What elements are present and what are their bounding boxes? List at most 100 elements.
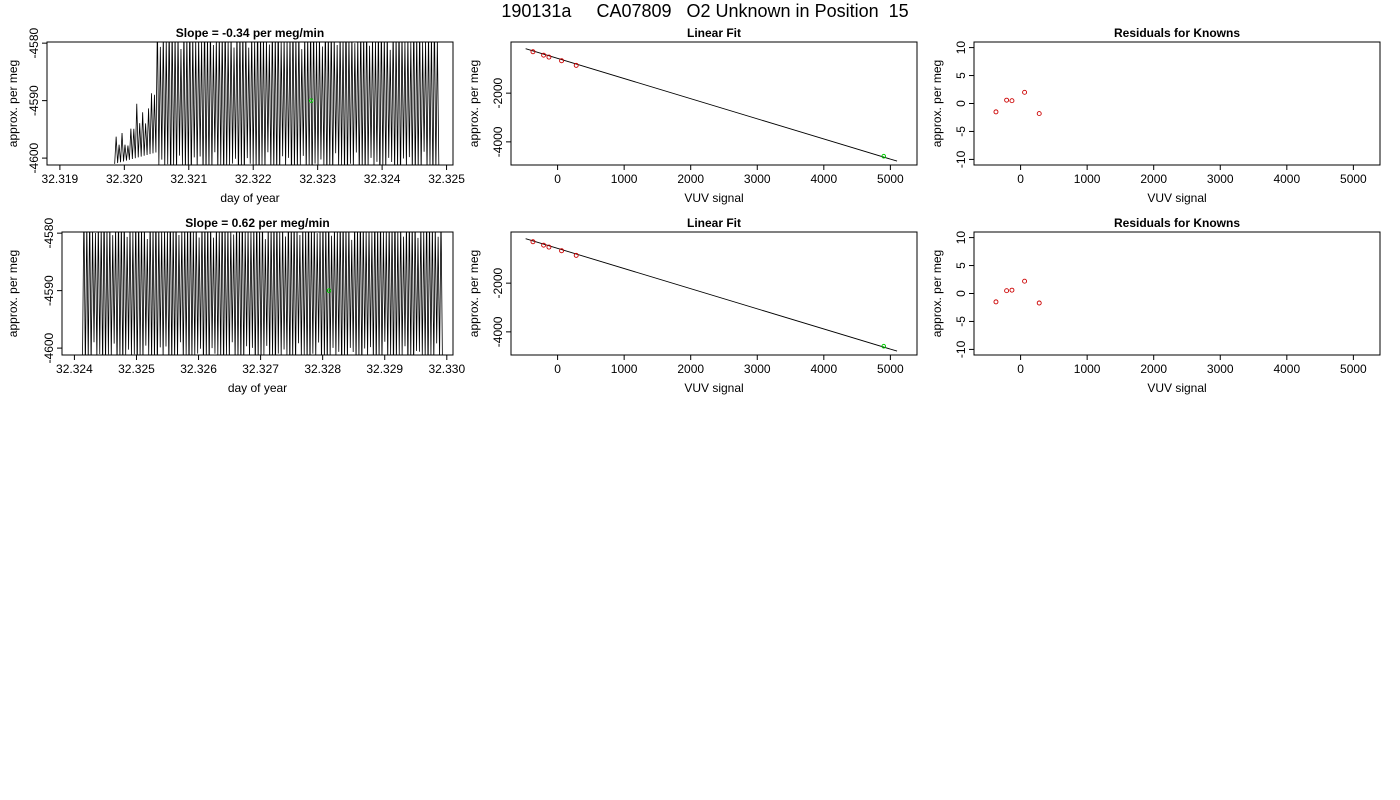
panel-resid-top: Residuals for Knowns 0 1000 2000 3000 4000 500…	[930, 26, 1381, 205]
x-tick-label: 4000	[810, 172, 837, 186]
y-tick-label: -4000	[491, 316, 505, 347]
y-tick-label: -4580	[27, 27, 41, 58]
known-point	[530, 49, 536, 55]
y-tick-label: -5	[954, 316, 968, 327]
known-point	[546, 54, 552, 60]
y-axis-label: approx. per meg	[467, 60, 481, 147]
x-tick-label: 32.324	[56, 362, 93, 376]
x-tick-label: 3000	[744, 172, 771, 186]
y-tick-label: -5	[954, 126, 968, 137]
y-tick-label: -10	[954, 150, 968, 168]
known-point	[1022, 89, 1028, 95]
x-tick-label: 4000	[810, 362, 837, 376]
plot-frame	[46, 41, 454, 166]
known-point	[1022, 278, 1028, 284]
known-point	[1036, 300, 1042, 306]
plot-data	[82, 232, 443, 355]
y-tick-label: -4600	[42, 332, 56, 363]
plot-data	[993, 278, 1042, 306]
panel-title: Slope = -0.34 per meg/min	[176, 26, 324, 40]
x-tick-label: 1000	[1074, 172, 1101, 186]
panel-drift-bottom: Slope = 0.62 per meg/min 32.324 32.325 32.3…	[6, 216, 465, 395]
x-tick-label: 32.323	[299, 172, 336, 186]
y-tick-label: -4000	[491, 126, 505, 157]
x-tick-label: 1000	[611, 172, 638, 186]
known-point	[573, 252, 579, 258]
x-tick-label: 32.326	[180, 362, 217, 376]
x-tick-label: 5000	[877, 362, 904, 376]
y-tick-label: -4580	[42, 217, 56, 248]
plot-frame	[510, 41, 918, 166]
panel-title: Residuals for Knowns	[1114, 26, 1240, 40]
series-line	[82, 232, 443, 355]
panel-fit-bottom: Linear Fit 0 1000 2000 3000 4000 5000 VUV signa…	[467, 216, 918, 395]
y-tick-label: -4590	[27, 85, 41, 116]
y-tick-label: 5	[954, 262, 968, 269]
x-tick-label: 3000	[1207, 362, 1234, 376]
panel-title: Residuals for Knowns	[1114, 216, 1240, 230]
x-axis-label: VUV signal	[684, 381, 743, 395]
plot-data	[525, 238, 898, 352]
known-point	[1004, 97, 1010, 103]
x-tick-label: 2000	[1140, 362, 1167, 376]
x-tick-label: 0	[1017, 362, 1024, 376]
y-axis-label: approx. per meg	[6, 60, 20, 147]
x-tick-label: 0	[554, 362, 561, 376]
known-point	[1036, 111, 1042, 117]
panel-title: Linear Fit	[687, 216, 741, 230]
x-axis-label: VUV signal	[684, 191, 743, 205]
known-point	[573, 62, 579, 68]
x-tick-label: 32.325	[428, 172, 465, 186]
series-line	[114, 42, 440, 165]
known-point	[530, 239, 536, 245]
x-axis-label: day of year	[228, 381, 287, 395]
x-tick-label: 5000	[1340, 172, 1367, 186]
x-tick-label: 32.327	[242, 362, 279, 376]
known-point	[1009, 98, 1015, 104]
x-tick-label: 5000	[877, 172, 904, 186]
fit-line	[525, 238, 898, 352]
y-tick-label: -4600	[27, 142, 41, 173]
x-axis-label: VUV signal	[1147, 191, 1206, 205]
y-tick-label: -2000	[491, 77, 505, 108]
known-point	[546, 244, 552, 250]
unknown-point	[881, 153, 887, 159]
panel-title: Slope = 0.62 per meg/min	[185, 216, 329, 230]
unknown-point	[308, 98, 314, 103]
x-tick-label: 0	[1017, 172, 1024, 186]
plot-data	[525, 48, 898, 162]
plot-frame	[61, 231, 454, 356]
x-tick-label: 32.322	[235, 172, 272, 186]
y-tick-label: 10	[954, 41, 968, 55]
y-tick-label: 10	[954, 231, 968, 245]
y-tick-label: 0	[954, 290, 968, 297]
x-tick-label: 5000	[1340, 362, 1367, 376]
x-tick-label: 32.319	[42, 172, 79, 186]
y-tick-label: -4590	[42, 275, 56, 306]
known-point	[993, 299, 999, 305]
known-point	[559, 58, 565, 64]
known-point	[541, 52, 547, 58]
y-tick-label: -2000	[491, 267, 505, 298]
x-tick-label: 32.324	[364, 172, 401, 186]
x-tick-label: 32.329	[366, 362, 403, 376]
x-tick-label: 32.321	[170, 172, 207, 186]
panel-drift-top: Slope = -0.34 per meg/min 32.319 32.320 32.…	[6, 26, 465, 205]
fit-line	[525, 48, 898, 162]
y-tick-label: 5	[954, 72, 968, 79]
page-title: 190131a CA07809 O2 Unknown in Position 1…	[501, 1, 909, 21]
unknown-point	[326, 288, 332, 293]
unknown-point	[881, 343, 887, 349]
y-axis-label: approx. per meg	[930, 250, 944, 337]
x-tick-label: 0	[554, 172, 561, 186]
y-tick-label: 0	[954, 100, 968, 107]
x-tick-label: 32.330	[428, 362, 465, 376]
panel-title: Linear Fit	[687, 26, 741, 40]
x-tick-label: 3000	[1207, 172, 1234, 186]
plot-frame	[973, 41, 1381, 166]
known-point	[1009, 287, 1015, 293]
x-axis-label: day of year	[220, 191, 279, 205]
y-tick-label: -10	[954, 340, 968, 358]
x-tick-label: 32.328	[304, 362, 341, 376]
